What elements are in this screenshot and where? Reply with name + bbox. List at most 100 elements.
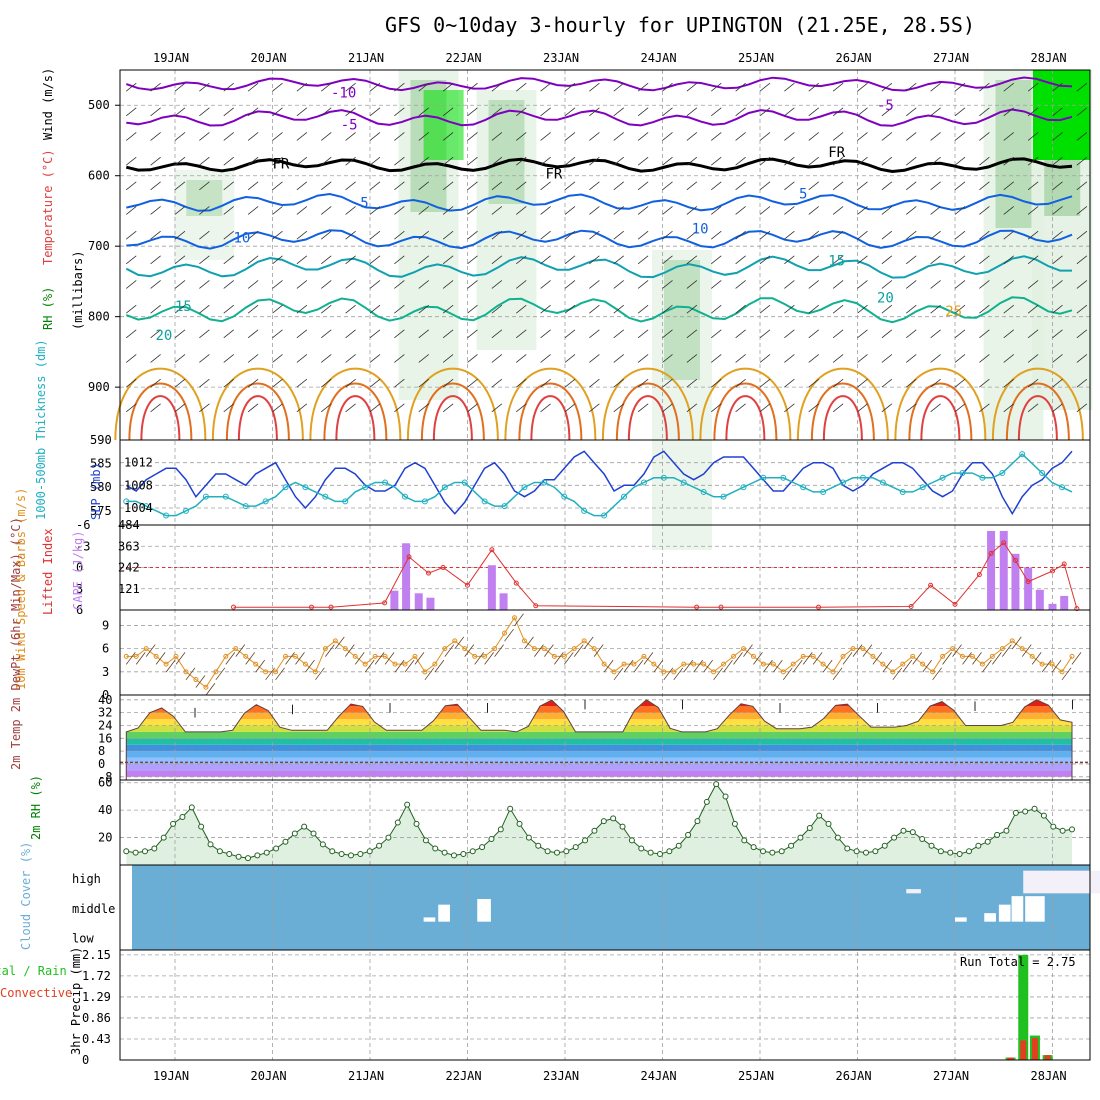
wind-speed-point	[561, 653, 567, 659]
wind-speed-point	[551, 653, 557, 659]
temp-tick-label: 40	[98, 693, 112, 707]
rh-area	[126, 784, 1072, 865]
rh-point	[797, 834, 804, 841]
wind-barb	[199, 255, 210, 265]
thickness-point	[700, 488, 707, 495]
wind-barb	[832, 354, 844, 363]
wind-barb	[735, 378, 746, 388]
wind-speed-point	[163, 661, 169, 667]
wind-barb	[1003, 255, 1014, 265]
wind-speed-point	[780, 669, 786, 675]
rh-tick-label: 20	[98, 831, 112, 845]
wind-barb	[979, 82, 990, 92]
wind-barb	[637, 378, 649, 388]
thickness-point	[601, 512, 608, 519]
wind-tick-label: 6	[102, 642, 109, 656]
thickness-point	[541, 479, 548, 486]
wind-barb	[418, 181, 429, 191]
cape-bar	[1011, 553, 1020, 610]
rh-point	[685, 831, 692, 838]
top-date-label: 19JAN	[153, 51, 189, 65]
rh-point	[1040, 812, 1047, 819]
wind-barb-10m	[563, 652, 574, 665]
wind-barb-10m	[932, 667, 942, 681]
rh-point	[507, 805, 514, 812]
wind-barb	[711, 82, 722, 92]
wind-barb	[150, 255, 161, 265]
thickness-point	[879, 479, 886, 486]
wind-barb-10m	[623, 659, 634, 673]
wind-barb	[881, 255, 893, 265]
wind-barb	[369, 403, 381, 413]
thickness-point	[163, 512, 170, 519]
wind-barb	[857, 156, 868, 166]
wind-barb	[491, 206, 503, 215]
wind-barb	[223, 132, 234, 141]
li-tick-label: 3	[76, 582, 83, 596]
rh-point	[263, 849, 270, 856]
li-axis-label: Lifted Index	[41, 528, 55, 615]
lifted-index-point	[406, 554, 412, 560]
wind-barb	[394, 403, 405, 413]
wind-barb-10m	[524, 636, 534, 650]
wind-barb	[321, 206, 332, 215]
wind-barb	[637, 156, 649, 166]
wind-barb	[613, 206, 624, 215]
surface-isotherm	[908, 382, 973, 441]
wind-barb	[1027, 206, 1039, 215]
wind-barb	[199, 107, 210, 117]
wind-barb	[272, 403, 283, 413]
wind-barb	[711, 230, 722, 240]
wind-speed-point	[750, 653, 756, 659]
wind-barb	[832, 156, 844, 166]
wind-barb-10m	[265, 667, 275, 681]
wind-speed-point	[462, 646, 468, 652]
wind-barb	[540, 156, 551, 166]
wind-barb	[467, 329, 478, 339]
wind-barb	[272, 230, 283, 240]
temp-line	[125, 699, 1073, 781]
wind-speed-point	[452, 638, 458, 644]
lifted-index-point	[908, 603, 914, 609]
wind-barb	[272, 82, 283, 92]
wind-speed-point	[442, 646, 448, 652]
wind-barb-10m	[1041, 659, 1052, 673]
wind-barb	[857, 280, 868, 289]
wind-barb	[686, 156, 698, 166]
wind-speed-point	[342, 646, 348, 652]
wind-barb	[711, 354, 722, 363]
wind-barb-10m	[763, 659, 773, 673]
wind-barb	[589, 403, 600, 413]
wind-barb	[296, 255, 308, 265]
series-slp	[125, 450, 1073, 516]
wind-barb	[345, 156, 356, 166]
wind-tick-label: 3	[102, 665, 109, 679]
wind-barb	[516, 156, 527, 166]
rh-point	[1012, 809, 1019, 816]
wind-speed-point	[302, 661, 308, 667]
rh-point	[188, 804, 195, 811]
surface-isotherm	[627, 395, 668, 441]
wind-barb	[126, 255, 137, 265]
wind-speed-point	[512, 615, 518, 621]
wind-barb	[442, 206, 454, 215]
run-total-label: Run Total = 2.75	[960, 955, 1076, 969]
precip-conv-label: Convective	[0, 986, 72, 1000]
precip-convective-bar	[1044, 1055, 1051, 1060]
wind-barb	[979, 255, 990, 265]
wind-barb	[930, 354, 941, 363]
thickness-point	[481, 498, 488, 505]
wind-barb-10m	[982, 659, 992, 673]
wind-barb	[1027, 230, 1039, 240]
thickness-point	[840, 479, 847, 486]
wind-barb	[564, 107, 576, 117]
wind-barb	[174, 230, 186, 240]
wind-barb-10m	[992, 652, 1002, 665]
wind-axis-label: Wind (m/s)	[41, 68, 55, 140]
wind-barb	[1027, 132, 1039, 141]
wind-barb	[564, 354, 576, 363]
series-thickness	[126, 453, 1073, 517]
wind-barb	[442, 255, 454, 265]
cape-bar	[402, 543, 411, 610]
wind-barb	[881, 230, 893, 240]
